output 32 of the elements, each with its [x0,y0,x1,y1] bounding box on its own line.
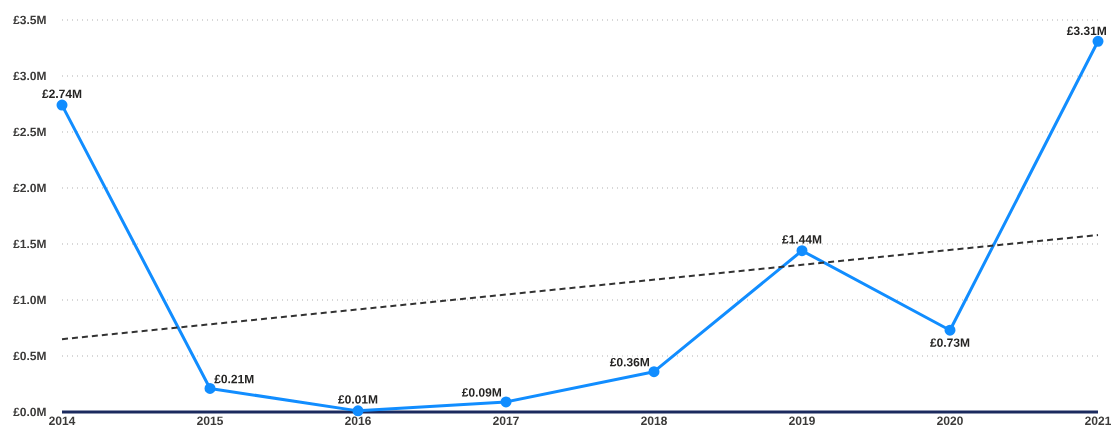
x-tick-label: 2018 [641,416,667,426]
x-tick-label: 2017 [493,416,519,426]
data-label: £2.74M [42,89,82,98]
point [56,99,68,111]
y-tick-label: £2.5M [13,127,46,137]
point [352,405,364,417]
data-label: £1.44M [782,235,822,244]
point [944,324,956,336]
y-tick-label: £3.0M [13,71,46,81]
data-label: £3.31M [1066,26,1106,36]
data-label: £0.73M [930,338,970,347]
x-tick-label: 2020 [937,416,963,426]
point [1092,35,1104,47]
data-label: £0.01M [338,395,378,404]
x-tick-label: 2016 [345,416,371,426]
x-tick-label: 2015 [197,416,224,426]
point [500,396,512,408]
data-label: £0.36M [609,357,649,367]
y-tick-label: £1.0M [13,295,46,305]
data-label: £0.21M [214,374,254,384]
x-tick-label: 2014 [49,416,76,426]
y-tick-label: £2.0M [13,183,46,193]
y-tick-label: £1.5M [13,239,46,249]
point [204,382,216,394]
y-tick-label: £0.5M [13,351,46,361]
data-label: £0.09M [461,388,501,397]
x-tick-label: 2019 [789,416,815,426]
y-tick-label: £3.5M [13,15,46,25]
x-tick-label: 2021 [1085,416,1111,426]
point [648,366,660,378]
point [796,245,808,257]
y-tick-label: £0.0M [13,407,46,417]
